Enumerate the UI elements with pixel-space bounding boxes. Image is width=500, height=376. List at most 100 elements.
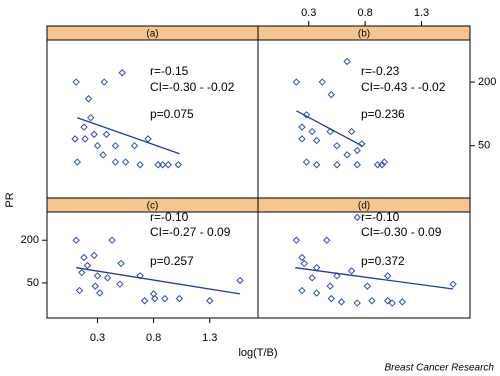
data-point xyxy=(121,158,130,166)
data-point xyxy=(108,236,116,244)
data-point xyxy=(378,161,386,169)
data-point xyxy=(343,57,351,66)
x-axis-label: log(T/B) xyxy=(238,347,277,359)
data-point xyxy=(161,294,169,303)
data-point xyxy=(164,161,172,169)
data-point xyxy=(118,69,126,77)
data-point xyxy=(87,113,95,122)
data-point xyxy=(388,299,396,307)
data-point xyxy=(111,141,120,150)
data-point xyxy=(327,294,336,303)
data-point xyxy=(327,90,336,99)
data-point xyxy=(318,78,326,86)
data-point xyxy=(78,268,86,277)
panel-frame xyxy=(257,211,471,319)
data-point xyxy=(117,259,125,268)
data-point xyxy=(312,289,321,297)
data-point xyxy=(158,161,167,169)
annotation: r=-0.15 xyxy=(150,64,189,78)
x-tick-label: 0.3 xyxy=(90,332,105,344)
annotation: p=0.236 xyxy=(361,107,405,121)
fit-line xyxy=(77,117,180,155)
data-point xyxy=(73,158,82,166)
data-point xyxy=(292,236,301,244)
data-point xyxy=(91,282,99,290)
data-point xyxy=(71,135,79,143)
data-point xyxy=(353,161,361,169)
data-point xyxy=(100,78,108,86)
data-point xyxy=(206,297,214,305)
data-point xyxy=(140,297,149,305)
data-point xyxy=(99,151,107,159)
x-tick-label: 0.8 xyxy=(357,7,372,19)
data-point xyxy=(398,298,407,306)
data-point xyxy=(151,294,159,303)
data-point xyxy=(449,280,457,288)
fit-line xyxy=(295,267,454,290)
data-point xyxy=(93,141,102,150)
data-point xyxy=(75,286,84,295)
data-point xyxy=(90,130,98,139)
data-point xyxy=(333,141,341,150)
annotation: CI=-0.30 - -0.02 xyxy=(150,80,235,94)
data-point xyxy=(298,286,306,295)
panel-title: (d) xyxy=(358,201,370,212)
data-point xyxy=(333,161,341,169)
annotation: r=-0.10 xyxy=(150,210,189,224)
data-point xyxy=(83,261,92,270)
data-point xyxy=(312,136,321,145)
data-point xyxy=(298,253,306,262)
data-point xyxy=(308,274,316,282)
data-point xyxy=(298,123,306,131)
y-tick-label: 50 xyxy=(478,140,490,152)
y-tick-label: 200 xyxy=(478,76,496,88)
data-point xyxy=(383,272,392,280)
annotation: CI=-0.30 - 0.09 xyxy=(361,225,442,239)
data-point xyxy=(323,236,331,244)
data-point xyxy=(358,140,366,148)
annotation: r=-0.10 xyxy=(361,210,400,224)
data-point xyxy=(353,146,361,155)
data-point xyxy=(380,158,389,166)
data-point xyxy=(175,294,184,303)
data-point xyxy=(337,298,346,306)
data-point xyxy=(298,135,306,143)
fit-line xyxy=(76,267,241,295)
annotation: p=0.257 xyxy=(150,254,194,268)
data-point xyxy=(333,272,341,280)
x-tick-label: 1.3 xyxy=(414,7,429,19)
data-point xyxy=(353,213,361,222)
data-point xyxy=(80,123,88,131)
data-point xyxy=(347,127,356,136)
panel-title: (a) xyxy=(146,29,158,40)
data-point xyxy=(236,276,244,285)
data-point xyxy=(111,158,120,166)
y-axis-label: PR xyxy=(4,192,16,207)
data-point xyxy=(102,130,111,139)
data-point xyxy=(136,161,144,169)
data-point xyxy=(136,272,144,280)
panel-title: (c) xyxy=(147,201,159,212)
x-tick-label: 0.3 xyxy=(301,7,316,19)
data-point xyxy=(93,272,102,280)
data-point xyxy=(84,95,93,103)
data-point xyxy=(292,78,301,86)
data-point xyxy=(343,151,351,159)
data-point xyxy=(103,274,112,282)
data-point xyxy=(80,253,88,262)
data-point xyxy=(116,280,124,288)
annotation: r=-0.23 xyxy=(361,64,400,78)
data-point xyxy=(353,299,361,307)
data-point xyxy=(72,236,80,244)
annotation: CI=-0.43 - -0.02 xyxy=(361,80,446,94)
data-point xyxy=(347,267,356,275)
x-tick-label: 0.8 xyxy=(146,332,161,344)
annotation: p=0.075 xyxy=(150,107,194,121)
data-point xyxy=(90,251,98,260)
x-tick-label: 1.3 xyxy=(202,332,217,344)
source: Breast Cancer Research xyxy=(385,363,495,374)
data-point xyxy=(308,127,316,136)
data-point xyxy=(312,161,321,169)
